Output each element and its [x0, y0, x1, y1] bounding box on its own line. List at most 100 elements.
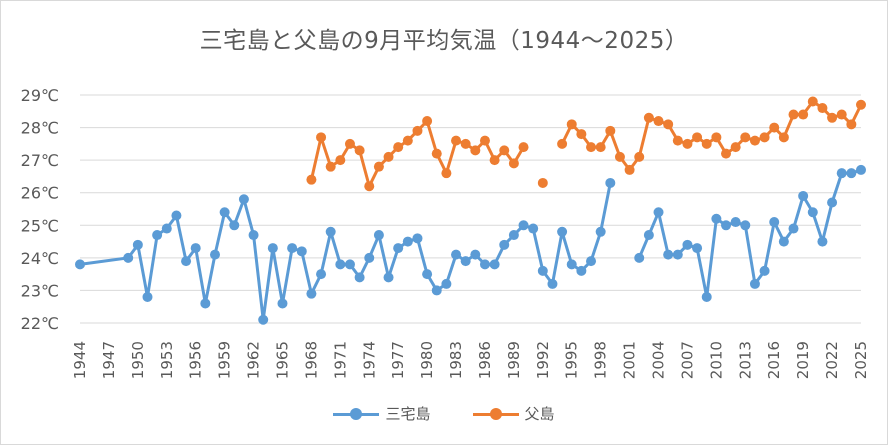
legend-item-chichijima[interactable]: 父島: [472, 403, 555, 424]
data-point: [209, 249, 220, 260]
data-point: [316, 132, 327, 143]
x-tick-label: 1989: [505, 341, 523, 379]
x-tick-label: 1950: [129, 341, 147, 379]
data-point: [586, 142, 597, 153]
y-tick-label: 23℃: [21, 281, 59, 300]
x-tick-label: 1995: [563, 341, 581, 379]
data-point: [142, 291, 153, 302]
data-point: [402, 135, 413, 146]
data-point: [788, 223, 799, 234]
data-point: [663, 119, 674, 130]
data-point: [460, 256, 471, 267]
data-point: [634, 151, 645, 162]
chart-title: 三宅島と父島の9月平均気温（1944～2025）: [199, 28, 689, 54]
data-point: [431, 148, 442, 159]
x-tick-label: 1953: [158, 341, 176, 379]
data-point: [248, 230, 259, 241]
series-line: [637, 168, 863, 299]
x-tick-label: 2004: [650, 341, 668, 379]
data-point: [614, 151, 625, 162]
data-point: [287, 243, 298, 254]
legend-swatch-miyake: [333, 407, 380, 421]
x-tick-label: 2019: [794, 341, 812, 379]
data-point: [412, 233, 423, 244]
data-point: [499, 145, 510, 156]
data-point: [576, 129, 587, 140]
data-point: [643, 112, 654, 123]
x-tick-label: 2007: [678, 341, 696, 379]
y-tick-label: 26℃: [21, 184, 59, 203]
data-point: [759, 132, 770, 143]
data-point: [566, 119, 577, 130]
data-point: [692, 132, 703, 143]
data-point: [489, 155, 500, 166]
data-point: [788, 109, 799, 120]
x-tick-label: 1965: [273, 341, 291, 379]
data-point: [132, 239, 143, 250]
x-tick-label: 1944: [71, 341, 89, 379]
x-tick-label: 2013: [736, 341, 754, 379]
data-point: [769, 122, 780, 133]
data-point: [778, 236, 789, 247]
data-point: [721, 148, 732, 159]
x-tick-label: 2001: [621, 341, 639, 379]
data-point: [682, 239, 693, 250]
data-point: [856, 99, 866, 110]
data-point: [701, 138, 712, 149]
data-point: [431, 285, 442, 296]
data-point: [672, 249, 683, 260]
data-point: [470, 249, 481, 260]
data-point: [296, 246, 307, 257]
x-tick-label: 1983: [447, 341, 465, 379]
data-point: [721, 220, 732, 231]
data-point: [663, 249, 674, 260]
y-axis-labels: 22℃ 23℃ 24℃ 25℃ 26℃ 27℃ 28℃ 29℃: [21, 86, 59, 333]
legend-swatch-chichijima: [472, 407, 519, 421]
data-point: [422, 269, 433, 280]
data-point: [238, 194, 249, 205]
data-point: [364, 252, 375, 263]
data-point: [634, 252, 645, 263]
x-tick-label: 1998: [592, 341, 610, 379]
data-point: [364, 181, 375, 192]
data-point: [354, 272, 365, 283]
data-point: [316, 269, 327, 280]
data-point: [749, 135, 760, 146]
data-point: [335, 259, 346, 270]
data-point: [701, 291, 712, 302]
x-tick-label: 1977: [389, 341, 407, 379]
data-point: [373, 161, 384, 172]
y-tick-label: 27℃: [21, 151, 59, 170]
data-point: [402, 236, 413, 247]
data-point: [441, 278, 452, 289]
gridlines: [80, 94, 861, 324]
data-point: [335, 155, 346, 166]
legend-item-miyake[interactable]: 三宅島: [333, 403, 431, 424]
legend-label-miyake: 三宅島: [385, 405, 431, 423]
data-point: [653, 116, 664, 127]
x-tick-label: 1962: [245, 341, 263, 379]
data-point: [75, 259, 85, 270]
data-point: [624, 164, 635, 175]
y-tick-label: 29℃: [21, 86, 59, 105]
data-point: [451, 135, 462, 146]
x-tick-label: 2010: [707, 341, 725, 379]
data-point: [518, 220, 529, 231]
data-point: [499, 239, 510, 250]
x-tick-label: 2016: [765, 341, 783, 379]
data-point: [711, 213, 722, 224]
data-point: [576, 265, 587, 276]
x-tick-label: 2025: [852, 341, 870, 379]
data-point: [557, 226, 568, 237]
x-tick-label: 1971: [331, 341, 349, 379]
y-tick-label: 25℃: [21, 216, 59, 235]
x-tick-label: 1956: [187, 341, 205, 379]
data-point: [451, 249, 462, 260]
data-point: [730, 217, 741, 228]
plot-area: 22℃ 23℃ 24℃ 25℃ 26℃ 27℃ 28℃ 29℃ 1944 1947 1950 195…: [21, 86, 870, 379]
x-tick-label: 1980: [418, 341, 436, 379]
legend-label-chichijima: 父島: [524, 405, 555, 423]
data-point: [595, 142, 606, 153]
data-point: [518, 142, 529, 153]
data-point: [306, 288, 317, 299]
